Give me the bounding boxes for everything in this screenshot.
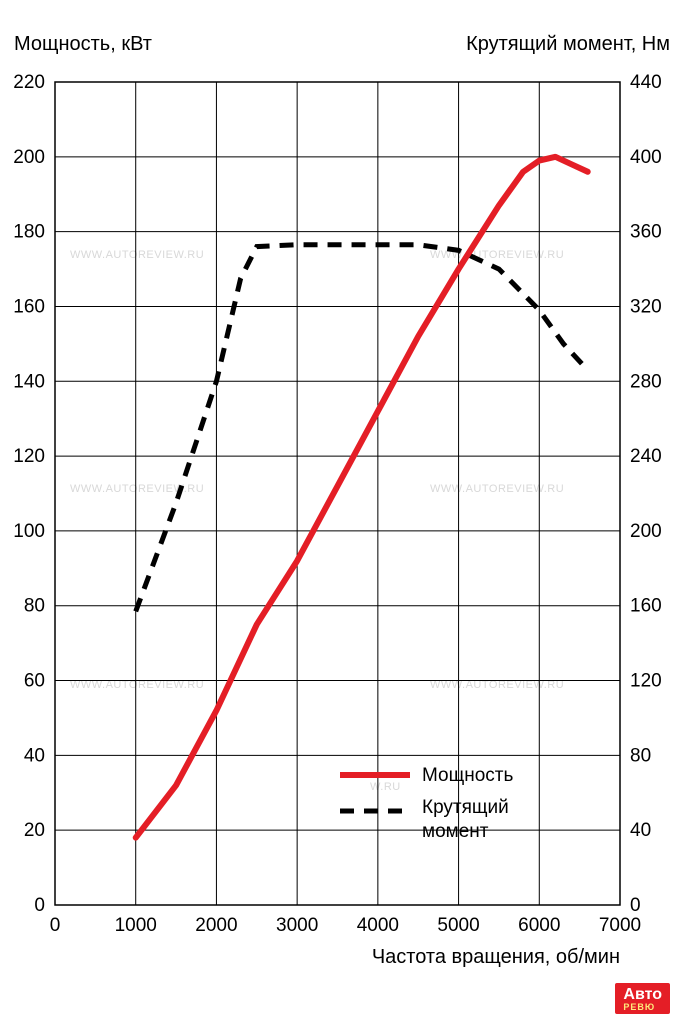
y-right-tick-label: 200	[630, 521, 662, 542]
y-right-tick-label: 360	[630, 222, 662, 243]
y-left-tick-label: 180	[13, 222, 45, 243]
y-left-tick-label: 40	[24, 745, 45, 766]
x-tick-label: 4000	[357, 915, 399, 936]
watermark-text: WWW.AUTOREVIEW.RU	[430, 483, 564, 495]
x-tick-label: 1000	[115, 915, 157, 936]
x-tick-label: 7000	[599, 915, 641, 936]
y-right-tick-label: 400	[630, 147, 662, 168]
watermark-text: W.RU	[370, 781, 401, 793]
y-left-tick-label: 120	[13, 446, 45, 467]
y-left-tick-label: 200	[13, 147, 45, 168]
y-left-tick-label: 140	[13, 371, 45, 392]
x-tick-label: 5000	[437, 915, 479, 936]
x-tick-label: 2000	[195, 915, 237, 936]
chart-svg: WWW.AUTOREVIEW.RU WWW.AUTOREVIEW.RU WWW.AU…	[0, 0, 684, 1024]
power-torque-chart: WWW.AUTOREVIEW.RU WWW.AUTOREVIEW.RU WWW.AU…	[0, 0, 684, 1024]
x-tick-label: 3000	[276, 915, 318, 936]
y-left-title: Мощность, кВт	[14, 33, 152, 55]
y-left-tick-label: 20	[24, 820, 45, 841]
x-tick-label: 0	[50, 915, 61, 936]
y-left-tick-label: 100	[13, 521, 45, 542]
logo-line2: РЕВЮ	[623, 1003, 662, 1012]
y-right-tick-label: 120	[630, 671, 662, 692]
y-right-tick-label: 280	[630, 371, 662, 392]
y-left-tick-label: 80	[24, 596, 45, 617]
brand-logo: Авто РЕВЮ	[615, 983, 670, 1014]
y-right-tick-label: 0	[630, 895, 641, 916]
logo-line1: Авто	[623, 986, 662, 1003]
legend-torque-label-1: Крутящий	[422, 797, 509, 818]
y-right-tick-label: 160	[630, 596, 662, 617]
legend-power-label: Мощность	[422, 765, 514, 786]
torque-line	[136, 245, 588, 612]
y-right-tick-label: 240	[630, 446, 662, 467]
x-tick-label: 6000	[518, 915, 560, 936]
y-right-tick-label: 80	[630, 745, 651, 766]
watermark-text: WWW.AUTOREVIEW.RU	[70, 483, 204, 495]
y-right-title: Крутящий момент, Нм	[466, 33, 670, 55]
legend-torque-label-2: момент	[422, 821, 489, 842]
y-left-tick-label: 160	[13, 296, 45, 317]
y-left-tick-label: 60	[24, 671, 45, 692]
y-right-tick-label: 440	[630, 72, 662, 93]
watermark-text: WWW.AUTOREVIEW.RU	[70, 249, 204, 261]
y-right-tick-label: 320	[630, 296, 662, 317]
x-title: Частота вращения, об/мин	[372, 946, 620, 968]
y-left-tick-label: 220	[13, 72, 45, 93]
y-left-tick-label: 0	[34, 895, 45, 916]
y-right-tick-label: 40	[630, 820, 651, 841]
